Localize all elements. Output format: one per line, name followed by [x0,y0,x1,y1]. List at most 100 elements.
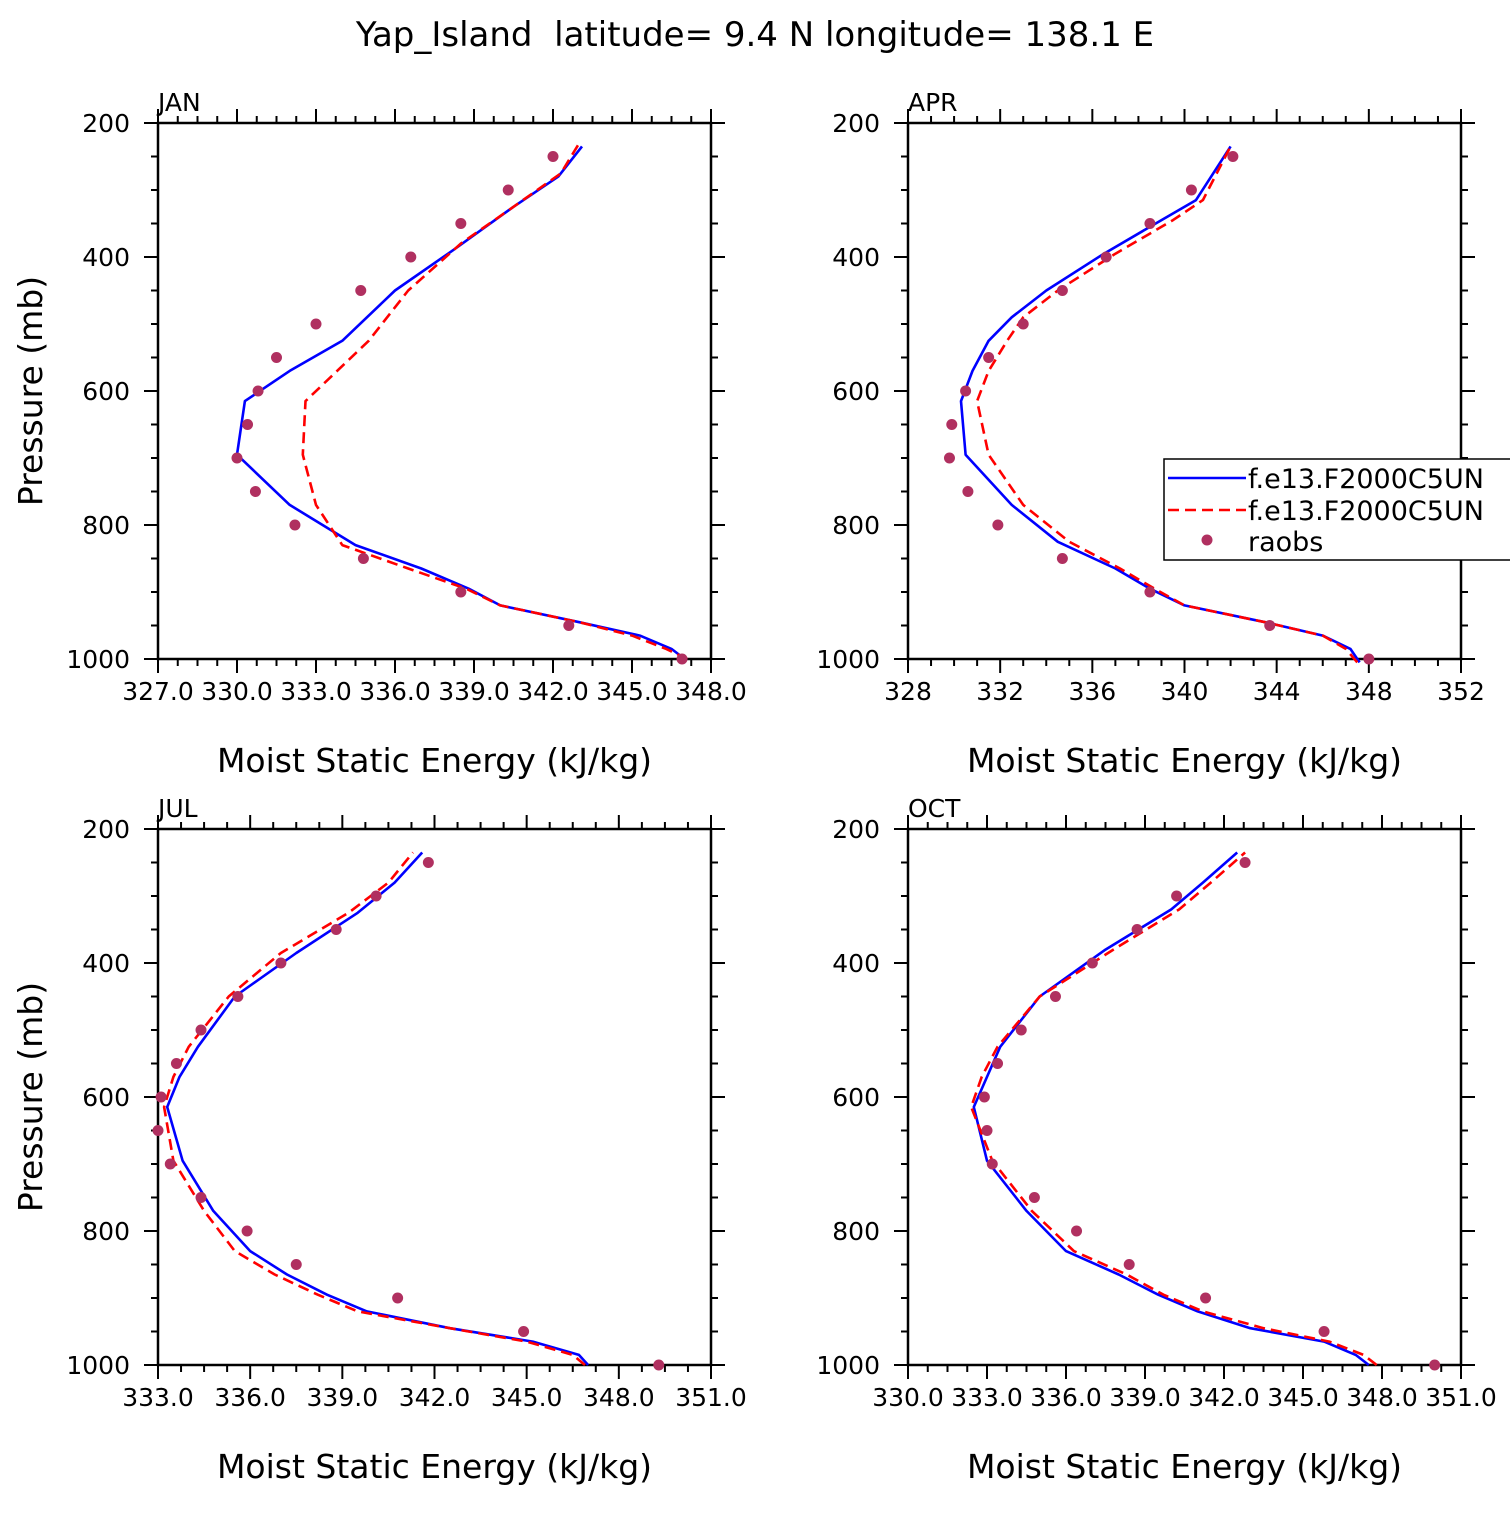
y-tick-label: 600 [82,1083,130,1112]
y-tick-label: 800 [832,511,880,540]
raobs-point [1049,991,1061,1002]
raobs-point [653,1359,665,1371]
legend-label-model2: f.e13.F2000C5UN [1248,496,1484,527]
raobs-point [242,419,254,430]
raobs-point [1429,1359,1441,1371]
y-tick-label: 200 [82,815,130,844]
raobs-point [355,285,367,296]
panel-label-jan: JAN [156,88,201,117]
x-tick-label: 333.0 [122,1383,194,1412]
x-tick-label: 327.0 [122,677,194,706]
x-axis-title: Moist Static Energy (kJ/kg) [217,741,652,780]
raobs-point [946,419,958,430]
y-tick-label: 1000 [66,1351,130,1380]
raobs-point [1144,218,1156,229]
raobs-point [943,452,955,464]
raobs-point [195,1192,207,1203]
panel-jul: JUL 200 400 600 800 1000 333.0 336.0 339.0 342.0 3… [11,794,747,1486]
raobs-point [1100,251,1112,263]
raobs-point [1239,857,1251,868]
raobs-point [170,1058,182,1069]
raobs-point [1363,653,1375,665]
raobs-point [232,991,244,1002]
panel-label-jul: JUL [156,794,198,823]
x-tick-label: 352 [1437,677,1485,706]
raobs-point [1056,553,1068,564]
raobs-point [392,1292,404,1304]
raobs-point [992,1058,1004,1069]
series-line-model1 [165,851,590,1366]
x-tick-label: 342.0 [517,677,589,706]
raobs-point [1200,1292,1212,1304]
y-tick-label: 800 [832,1217,880,1246]
x-axis-title: Moist Static Energy (kJ/kg) [967,1447,1402,1486]
y-tick-label: 800 [82,1217,130,1246]
legend: f.e13.F2000C5UN f.e13.F2000C5UN raobs [1163,458,1510,561]
y-tick-label: 1000 [66,645,130,674]
raobs-point [978,1091,990,1103]
raobs-point [231,452,243,464]
y-tick-label: 1000 [816,1351,880,1380]
y-tick-label: 400 [832,243,880,272]
raobs-point [370,890,382,902]
x-tick-label: 333.0 [951,1383,1023,1412]
raobs-point [357,553,369,564]
x-tick-label: 348.0 [675,677,747,706]
raobs-point [1086,957,1098,969]
raobs-point [563,620,575,631]
raobs-point [986,1158,998,1170]
raobs-point [155,1091,167,1103]
y-tick-label: 400 [832,949,880,978]
raobs-point [1028,1192,1040,1203]
y-tick-label: 600 [832,377,880,406]
y-tick-label: 200 [832,109,880,138]
x-tick-label: 328 [884,677,932,706]
raobs-point [241,1225,253,1237]
raobs-point [983,352,995,363]
raobs-point [249,486,261,497]
x-tick-label: 342.0 [399,1383,471,1412]
plot-frame-apr [906,121,1463,661]
x-tick-label: 330.0 [201,677,273,706]
raobs-point [1017,318,1029,330]
x-tick-label: 336.0 [1030,1383,1102,1412]
y-tick-label: 400 [82,949,130,978]
legend-label-model1: f.e13.F2000C5UN [1248,464,1484,495]
x-tick-label: 351.0 [1425,1383,1497,1412]
raobs-point [289,519,301,531]
x-tick-label: 340 [1161,677,1209,706]
x-tick-label: 336.0 [214,1383,286,1412]
y-tick-label: 200 [832,815,880,844]
plot-frame-oct [906,827,1463,1367]
raobs-point [310,318,322,330]
raobs-point [405,251,417,263]
series-line-model2 [969,851,1378,1367]
raobs-point [1015,1024,1027,1036]
x-tick-label: 344 [1253,677,1301,706]
x-tick-label: 339.0 [1109,1383,1181,1412]
x-tick-label: 351.0 [675,1383,747,1412]
raobs-point [960,385,972,397]
raobs-point [271,352,282,363]
plot-frame-jul [156,827,713,1367]
raobs-point [1264,620,1276,631]
raobs-point [422,857,434,868]
raobs-point [275,957,287,969]
raobs-point [164,1158,176,1170]
raobs-point [1185,184,1197,196]
raobs-point [1171,890,1183,902]
raobs-point [1144,586,1156,598]
y-tick-label: 600 [82,377,130,406]
x-axis-title: Moist Static Energy (kJ/kg) [217,1447,652,1486]
plot-frame-jan [156,121,713,661]
x-tick-label: 336 [1068,677,1116,706]
y-tick-label: 400 [82,243,130,272]
raobs-point [1123,1259,1135,1270]
x-tick-label: 348.0 [583,1383,655,1412]
raobs-point [330,924,342,935]
